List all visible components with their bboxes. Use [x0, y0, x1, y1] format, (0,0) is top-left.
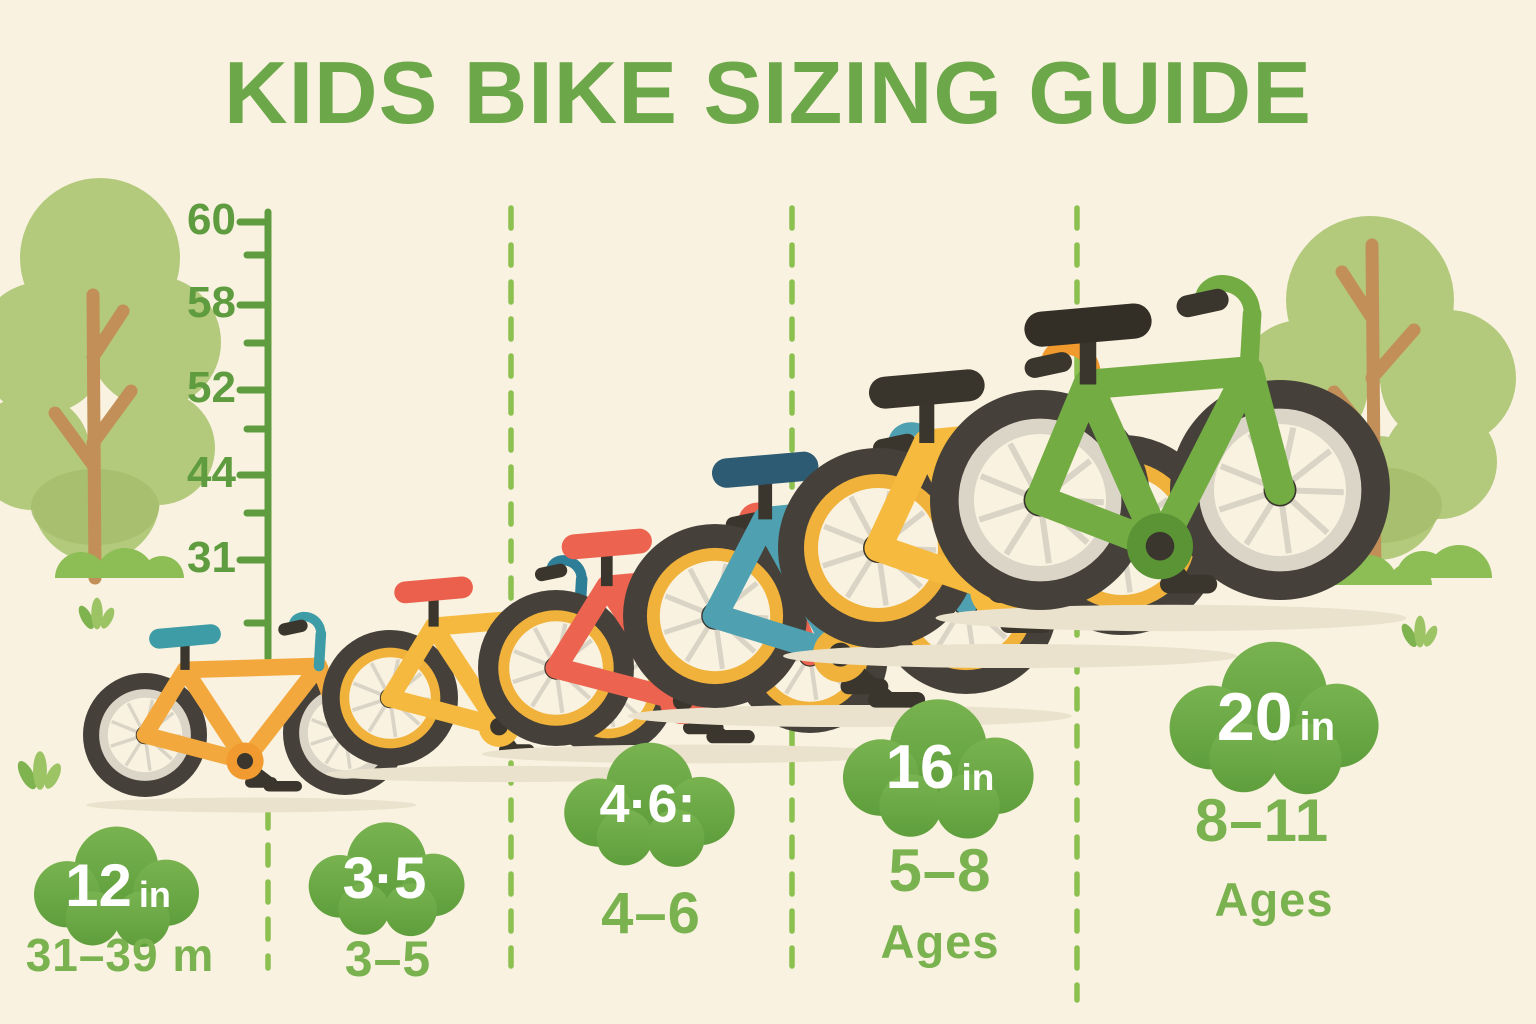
- handlebar-grip: [1024, 352, 1072, 378]
- wheel-size-value: 4·6:: [599, 773, 696, 834]
- age-caption: Ages: [880, 915, 1000, 968]
- handlebar-grip: [1176, 288, 1229, 318]
- pedal: [1160, 574, 1218, 594]
- pedal: [840, 678, 889, 695]
- grass-tuft-icon: [17, 751, 61, 790]
- grass-patch-icon: [55, 548, 184, 578]
- cloud-shape-icon: [1169, 641, 1379, 795]
- saddle: [149, 624, 221, 649]
- ground-shadow: [481, 744, 900, 764]
- saddle: [711, 451, 819, 488]
- saddle: [868, 369, 985, 409]
- cloud-shape-icon: [308, 822, 465, 937]
- ruler-tick-label: 31: [187, 533, 236, 582]
- age-range: 31–39 m: [25, 929, 215, 981]
- cloud-shape-icon: [564, 742, 735, 867]
- size-cloud: 4·6:: [558, 738, 744, 870]
- ruler-tick-label: 58: [187, 278, 236, 327]
- saddle: [394, 576, 473, 604]
- saddle: [1024, 303, 1152, 347]
- wheel-size-unit: in: [1299, 704, 1336, 749]
- wheel-size-value: 12: [65, 852, 132, 920]
- bike-frame: [1025, 356, 1295, 562]
- grass-tuft-icon: [78, 597, 115, 630]
- bikes: [83, 275, 1407, 813]
- ground-shadow: [325, 765, 687, 783]
- ground-shadow: [783, 644, 1237, 668]
- age-range: 3–5: [344, 931, 432, 987]
- height-ruler: [236, 208, 272, 662]
- wheel-size-unit: in: [138, 874, 171, 916]
- cloud-shape-icon: [842, 699, 1034, 839]
- ground-shadow: [935, 604, 1407, 632]
- age-range: 5–8: [888, 837, 992, 904]
- bush-icon: [1396, 545, 1492, 578]
- wheel-size-value: 20: [1216, 678, 1293, 755]
- page-title: KIDS BIKE SIZING GUIDE: [224, 43, 1312, 142]
- wheel-size-unit: in: [961, 756, 995, 798]
- ruler-tick-label: 44: [187, 448, 236, 497]
- handlebar-grip: [278, 619, 308, 636]
- age-caption: Ages: [1214, 873, 1334, 926]
- bike-green-20: [930, 275, 1407, 632]
- pedal: [245, 777, 278, 788]
- ground-shadow: [86, 797, 417, 813]
- size-cloud: 20 in: [1162, 636, 1390, 798]
- tree-icon: [0, 178, 221, 585]
- ruler-tick-label: 52: [187, 363, 236, 412]
- grass-tuft-icon: [1401, 615, 1438, 648]
- saddle: [561, 528, 652, 560]
- ruler-tick-label: 60: [187, 195, 236, 244]
- bike-frame: [136, 657, 354, 770]
- wheel-size-value: 16: [885, 733, 955, 803]
- cloud-shape-icon: [34, 826, 199, 947]
- size-cloud: 16 in: [836, 694, 1044, 842]
- wheel-size-value: 3·5: [342, 845, 427, 911]
- size-cloud: 3·5: [303, 818, 473, 939]
- age-range: 8–11: [1194, 787, 1330, 854]
- age-range: 4–6: [601, 881, 701, 946]
- size-cloud: 12 in: [28, 822, 208, 950]
- handlebar-grip: [534, 563, 568, 582]
